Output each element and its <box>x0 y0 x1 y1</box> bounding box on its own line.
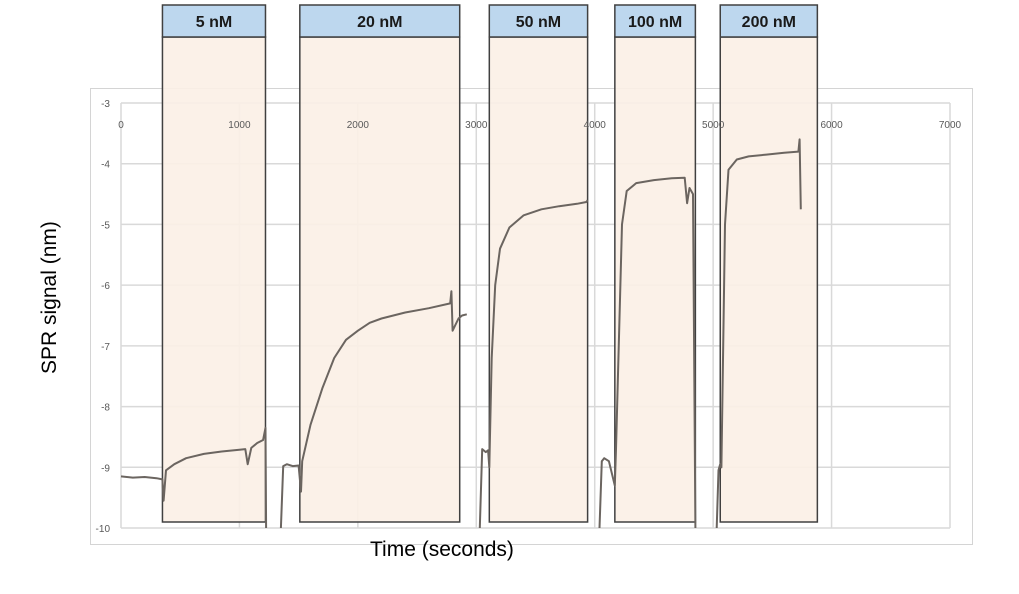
x-tick-label: 3000 <box>465 120 488 131</box>
x-tick-label: 1000 <box>228 120 251 131</box>
y-tick-label: -4 <box>101 160 110 171</box>
x-tick-label: 4000 <box>584 120 607 131</box>
concentration-label: 50 nM <box>516 14 561 31</box>
concentration-label: 5 nM <box>196 14 232 31</box>
y-tick-label: -5 <box>101 220 110 231</box>
x-tick-label: 7000 <box>939 120 962 131</box>
y-tick-label: -8 <box>101 403 110 414</box>
concentration-label: 20 nM <box>357 14 402 31</box>
y-tick-label: -10 <box>96 524 111 535</box>
injection-window-3: 100 nM <box>614 4 697 523</box>
x-tick-label: 2000 <box>347 120 370 131</box>
concentration-header <box>614 4 697 38</box>
y-tick-label: -3 <box>101 99 110 110</box>
x-tick-label: 6000 <box>820 120 843 131</box>
injection-window-4: 200 nM <box>719 4 819 523</box>
injection-window-panel <box>488 36 589 523</box>
x-axis-title: Time (seconds) <box>370 538 514 561</box>
concentration-header <box>719 4 819 38</box>
trace-50-nM <box>478 199 589 529</box>
y-tick-label: -7 <box>101 342 110 353</box>
concentration-label: 200 nM <box>742 14 796 31</box>
injection-window-panel <box>161 36 267 523</box>
injection-window-0: 5 nM <box>161 4 267 523</box>
trace-100-nM <box>598 176 697 529</box>
y-tick-label: -6 <box>101 281 110 292</box>
x-tick-label: 5000 <box>702 120 725 131</box>
x-tick-label: 0 <box>118 120 124 131</box>
injection-window-2: 50 nM <box>488 4 589 523</box>
trace-20-nM <box>279 290 468 529</box>
sensorgram-traces <box>120 138 802 529</box>
concentration-header <box>161 4 267 38</box>
injection-window-1: 20 nM <box>299 4 461 523</box>
concentration-header <box>488 4 589 38</box>
concentration-label: 100 nM <box>628 14 682 31</box>
axis-ticks: -3 -4 -5 -6 -7 -8 -9 -10 0 1000 2000 3000 4000 5000 60… <box>96 99 962 535</box>
y-axis-title: SPR signal (nm) <box>38 221 61 374</box>
injection-window-panel <box>719 36 819 523</box>
injection-window-panel <box>299 36 461 523</box>
concentration-header <box>299 4 461 38</box>
trace-5-nM <box>120 426 268 529</box>
y-tick-label: -9 <box>101 463 110 474</box>
trace-200-nM <box>715 138 802 529</box>
injection-windows: 5 nM 20 nM 50 nM 100 nM 200 nM <box>161 4 819 523</box>
injection-window-panel <box>614 36 697 523</box>
